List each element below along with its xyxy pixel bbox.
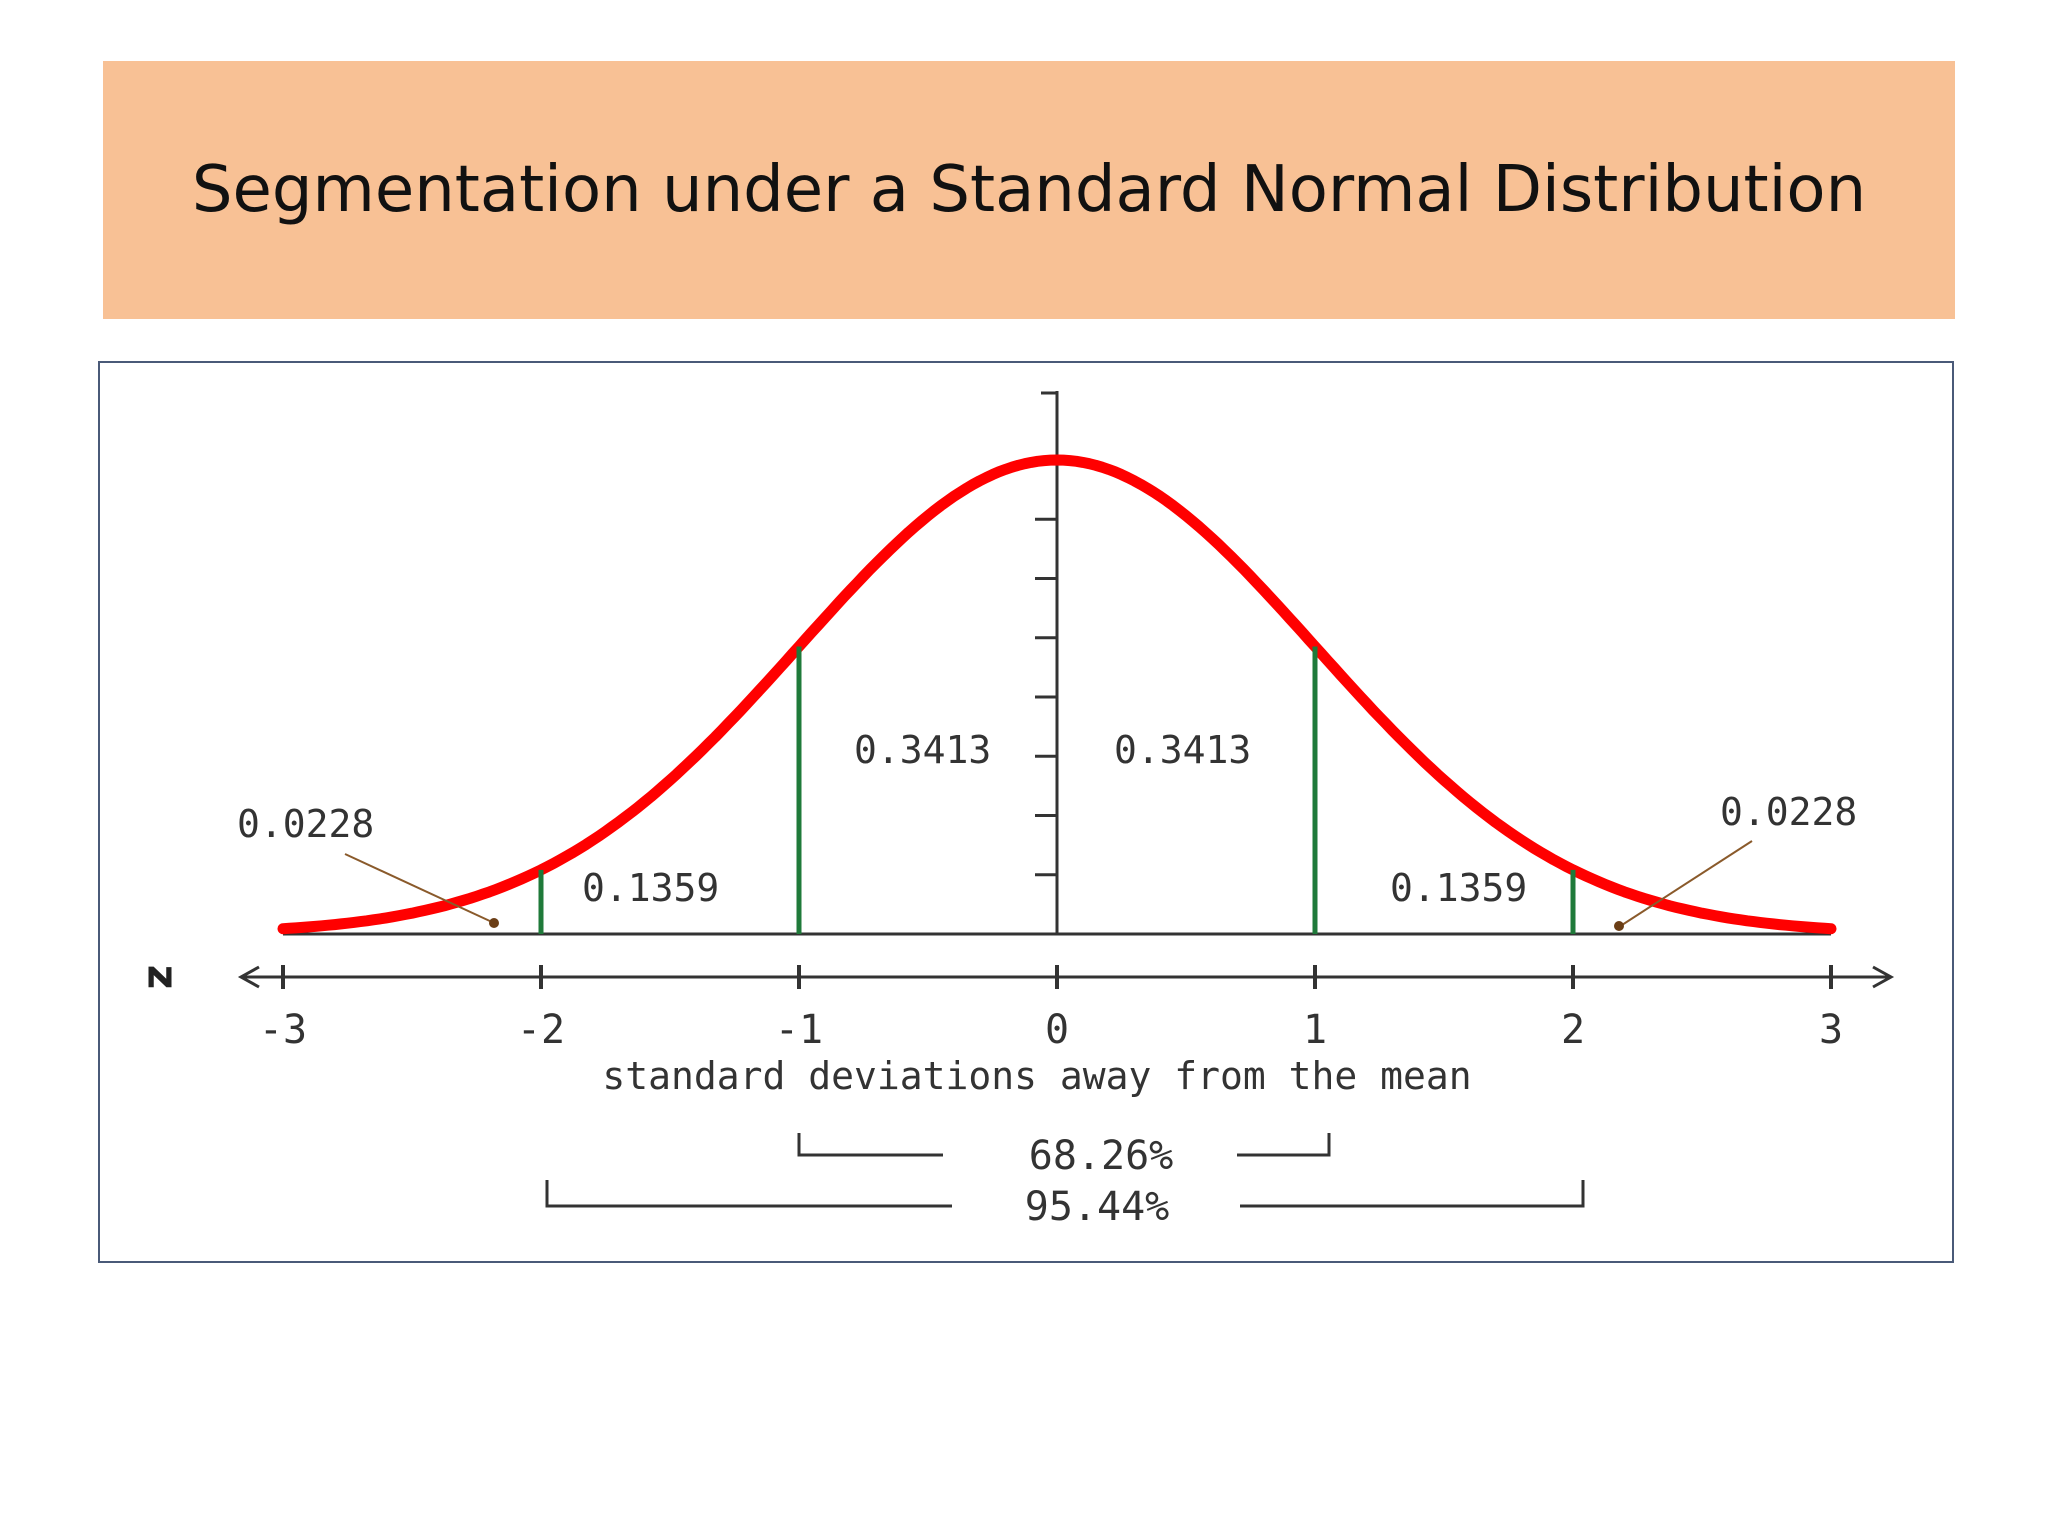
z-tick-label: -1 <box>775 1007 823 1053</box>
slide-title: Segmentation under a Standard Normal Dis… <box>191 153 1867 227</box>
right-tail-pointer <box>1621 840 1753 926</box>
bracket-left-arm <box>545 1180 952 1208</box>
segment-label: 0.1359 <box>1390 866 1527 910</box>
z-tick-label: 3 <box>1819 1007 1843 1053</box>
bracket-label: 95.44% <box>1025 1184 1170 1230</box>
x-axis-label: standard deviations away from the mean <box>602 1054 1471 1098</box>
left-tail-pointer-dot <box>489 918 499 928</box>
segment-label: 0.3413 <box>854 728 991 772</box>
bracket-left-arm <box>797 1133 943 1157</box>
normal-distribution-chart: -3 -2 -1 0 1 2 3 z standard deviations away from… <box>139 391 1895 1230</box>
segment-label: 0.0228 <box>1720 790 1857 834</box>
bracket-right-arm <box>1237 1133 1331 1157</box>
chart-figure: -3 -2 -1 0 1 2 3 z standard deviations away from… <box>98 361 1954 1263</box>
segment-label: 0.0228 <box>237 802 374 846</box>
z-tick-label: -2 <box>517 1007 565 1053</box>
z-tick-label: 0 <box>1045 1007 1069 1053</box>
title-banner: Segmentation under a Standard Normal Dis… <box>103 61 1955 319</box>
z-axis-right-arrow <box>1872 965 1895 989</box>
z-tick-label: -3 <box>259 1007 307 1053</box>
segment-label: 0.3413 <box>1114 728 1251 772</box>
left-tail-pointer <box>344 853 493 923</box>
z-axis-left-arrow <box>237 965 260 989</box>
segment-label: 0.1359 <box>582 866 719 910</box>
z-tick-label: 1 <box>1303 1007 1327 1053</box>
z-tick-label: 2 <box>1561 1007 1585 1053</box>
bracket-right-arm <box>1240 1180 1585 1208</box>
z-axis-symbol: z <box>139 965 188 989</box>
bracket-label: 68.26% <box>1029 1133 1174 1179</box>
right-tail-pointer-dot <box>1614 921 1624 931</box>
